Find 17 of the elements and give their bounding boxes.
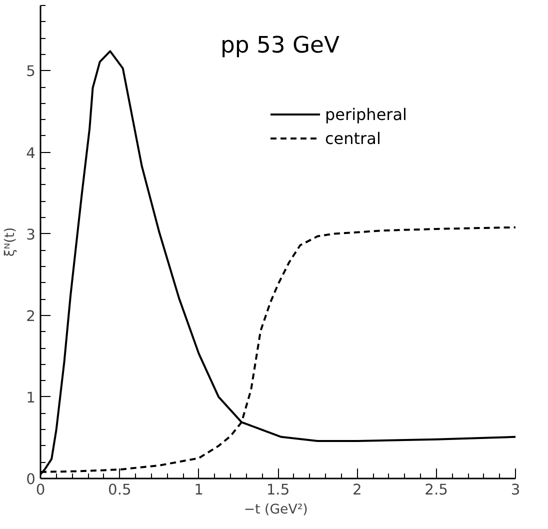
annotation: pp 53 GeV bbox=[220, 32, 340, 58]
x-axis-title: −t (GeV²) bbox=[244, 502, 308, 518]
x-tick-label: 1.5 bbox=[266, 482, 290, 498]
y-tick-label: 3 bbox=[26, 226, 36, 244]
y-tick-label: 1 bbox=[26, 389, 36, 406]
y-tick-label: 2 bbox=[26, 308, 36, 325]
y-tick-label: 0 bbox=[26, 471, 36, 488]
legend-label: peripheral bbox=[325, 104, 407, 124]
x-tick-label: 2 bbox=[352, 482, 362, 498]
legend-label: central bbox=[325, 128, 381, 148]
x-tick-label: 3 bbox=[510, 482, 520, 498]
y-tick-label: 4 bbox=[26, 144, 36, 162]
y-tick-label: 5 bbox=[26, 63, 36, 80]
x-tick-label: 0.5 bbox=[108, 482, 132, 498]
x-tick-label: 2.5 bbox=[424, 482, 448, 498]
y-axis-title: ξᴺ(t) bbox=[3, 227, 18, 257]
x-tick-label: 1 bbox=[194, 482, 204, 498]
